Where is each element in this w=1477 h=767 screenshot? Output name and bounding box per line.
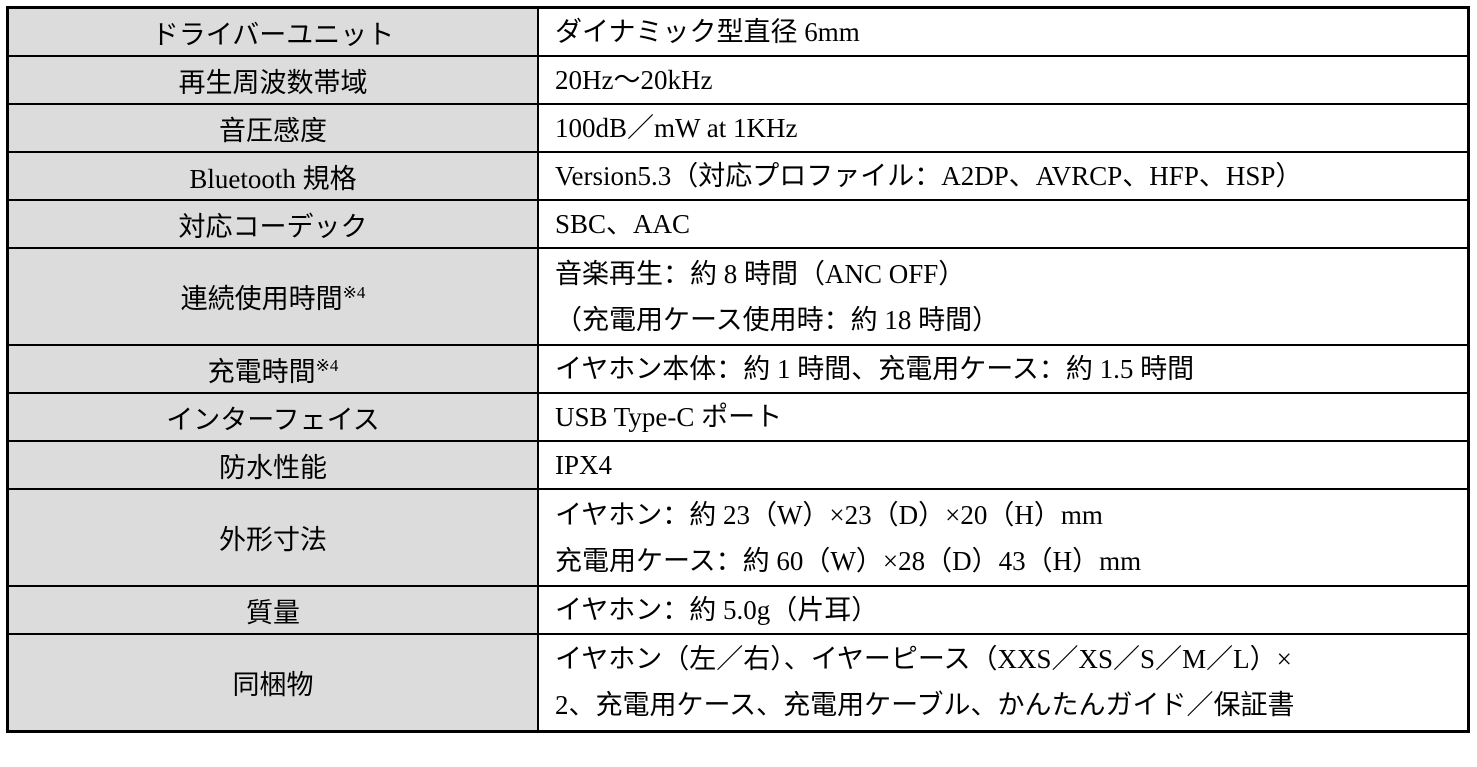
spec-value-line: 音楽再生：約 8 時間（ANC OFF） — [555, 258, 966, 289]
spec-row-waterproof: 防水性能 IPX4 — [6, 440, 1470, 490]
spec-value-included-items: イヤホン（左／右）、イヤーピース（XXS／XS／S／M／L）× 2、充電用ケース… — [537, 633, 1470, 732]
spec-row-dimensions: 外形寸法 イヤホン：約 23（W）×23（D）×20（H）mm 充電用ケース：約… — [6, 488, 1470, 587]
spec-value-line: イヤホン（左／右）、イヤーピース（XXS／XS／S／M／L）× — [555, 644, 1292, 675]
spec-value-charge-time: イヤホン本体：約 1 時間、充電用ケース：約 1.5 時間 — [537, 344, 1470, 394]
spec-value-line: 20Hz～20kHz — [555, 65, 713, 95]
spec-value-frequency-range: 20Hz～20kHz — [537, 55, 1470, 105]
spec-label-battery-life: 連続使用時間※4 — [6, 247, 539, 346]
spec-value-line: 100dB／mW at 1KHz — [555, 113, 798, 143]
spec-value-weight: イヤホン：約 5.0g（片耳） — [537, 585, 1470, 635]
spec-value-waterproof: IPX4 — [537, 440, 1470, 490]
spec-label-interface: インターフェイス — [6, 392, 539, 442]
spec-label-waterproof: 防水性能 — [6, 440, 539, 490]
spec-value-line: 2、充電用ケース、充電用ケーブル、かんたんガイド／保証書 — [555, 690, 1295, 721]
spec-value-line: イヤホン：約 5.0g（片耳） — [555, 595, 879, 625]
spec-row-charge-time: 充電時間※4 イヤホン本体：約 1 時間、充電用ケース：約 1.5 時間 — [6, 344, 1470, 394]
spec-label-driver-unit: ドライバーユニット — [6, 6, 539, 57]
spec-label-codec: 対応コーデック — [6, 199, 539, 249]
spec-value-line: USB Type-C ポート — [555, 402, 783, 432]
spec-label-charge-time: 充電時間※4 — [6, 344, 539, 394]
spec-row-driver-unit: ドライバーユニット ダイナミック型直径 6mm — [6, 6, 1470, 57]
spec-table: ドライバーユニット ダイナミック型直径 6mm 再生周波数帯域 20Hz～20k… — [6, 6, 1470, 733]
spec-label-text: ドライバーユニット — [151, 19, 395, 50]
spec-label-text: インターフェイス — [166, 404, 380, 435]
spec-label-text: 外形寸法 — [219, 525, 327, 555]
spec-table-body: ドライバーユニット ダイナミック型直径 6mm 再生周波数帯域 20Hz～20k… — [6, 6, 1470, 732]
spec-value-line: IPX4 — [555, 450, 613, 480]
spec-value-line: 充電用ケース：約 60（W）×28（D）43（H）mm — [555, 545, 1142, 576]
spec-value-line: Version5.3（対応プロファイル：A2DP、AVRCP、HFP、HSP） — [555, 161, 1303, 191]
spec-value-dimensions: イヤホン：約 23（W）×23（D）×20（H）mm 充電用ケース：約 60（W… — [537, 488, 1470, 587]
spec-row-sensitivity: 音圧感度 100dB／mW at 1KHz — [6, 103, 1470, 153]
spec-row-included-items: 同梱物 イヤホン（左／右）、イヤーピース（XXS／XS／S／M／L）× 2、充電… — [6, 633, 1470, 732]
spec-value-codec: SBC、AAC — [537, 199, 1470, 249]
spec-row-bluetooth: Bluetooth 規格 Version5.3（対応プロファイル：A2DP、AV… — [6, 151, 1470, 201]
spec-value-line: SBC、AAC — [555, 209, 691, 239]
spec-value-line: イヤホン：約 23（W）×23（D）×20（H）mm — [555, 499, 1103, 530]
spec-label-text: 防水性能 — [219, 452, 327, 483]
spec-label-text: Bluetooth 規格 — [189, 163, 357, 194]
spec-value-interface: USB Type-C ポート — [537, 392, 1470, 442]
spec-row-interface: インターフェイス USB Type-C ポート — [6, 392, 1470, 442]
footnote-marker: ※4 — [342, 283, 366, 302]
spec-value-line: ダイナミック型直径 6mm — [555, 17, 860, 47]
spec-row-weight: 質量 イヤホン：約 5.0g（片耳） — [6, 585, 1470, 635]
spec-value-battery-life: 音楽再生：約 8 時間（ANC OFF） （充電用ケース使用時：約 18 時間） — [537, 247, 1470, 346]
spec-label-bluetooth: Bluetooth 規格 — [6, 151, 539, 201]
spec-label-sensitivity: 音圧感度 — [6, 103, 539, 153]
spec-label-weight: 質量 — [6, 585, 539, 635]
spec-label-text: 同梱物 — [232, 669, 314, 700]
spec-value-sensitivity: 100dB／mW at 1KHz — [537, 103, 1470, 153]
spec-value-bluetooth: Version5.3（対応プロファイル：A2DP、AVRCP、HFP、HSP） — [537, 151, 1470, 201]
spec-value-driver-unit: ダイナミック型直径 6mm — [537, 6, 1470, 57]
spec-label-text: 充電時間 — [207, 356, 316, 387]
spec-label-text: 再生周波数帯域 — [178, 67, 368, 98]
footnote-marker: ※4 — [315, 355, 339, 375]
spec-row-codec: 対応コーデック SBC、AAC — [6, 199, 1470, 249]
spec-label-text: 対応コーデック — [178, 211, 368, 242]
spec-label-included-items: 同梱物 — [6, 633, 539, 732]
spec-value-line: イヤホン本体：約 1 時間、充電用ケース：約 1.5 時間 — [555, 354, 1195, 384]
spec-label-text: 音圧感度 — [219, 115, 327, 146]
spec-label-text: 質量 — [246, 597, 300, 628]
spec-value-line: （充電用ケース使用時：約 18 時間） — [555, 304, 1000, 335]
spec-row-battery-life: 連続使用時間※4 音楽再生：約 8 時間（ANC OFF） （充電用ケース使用時… — [6, 247, 1470, 346]
spec-label-dimensions: 外形寸法 — [6, 488, 539, 587]
spec-row-frequency-range: 再生周波数帯域 20Hz～20kHz — [6, 55, 1470, 105]
spec-label-text: 連続使用時間 — [180, 284, 343, 314]
spec-label-frequency-range: 再生周波数帯域 — [6, 55, 539, 105]
